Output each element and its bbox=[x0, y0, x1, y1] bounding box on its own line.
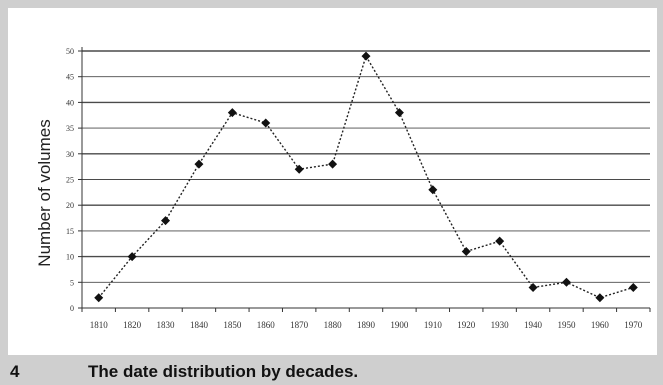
tick-labels: 0 5 10 15 20 25 30 35 40 45 50 1810 1820 1830 1840 1850… bbox=[66, 47, 643, 330]
plot-panel: 0 5 10 15 20 25 30 35 40 45 50 1810 1820 1830 1840 1850… bbox=[8, 8, 657, 355]
x-tick-label: 1840 bbox=[190, 320, 209, 330]
y-tick-label: 45 bbox=[66, 73, 74, 82]
y-tick-label: 5 bbox=[70, 278, 74, 287]
x-tick-label: 1900 bbox=[390, 320, 409, 330]
data-point bbox=[194, 159, 204, 169]
x-tick-label: 1860 bbox=[257, 320, 276, 330]
data-point bbox=[227, 108, 237, 118]
data-point bbox=[528, 282, 538, 292]
x-tick-label: 1870 bbox=[290, 320, 309, 330]
x-tick-label: 1890 bbox=[357, 320, 376, 330]
grid-lines bbox=[82, 50, 650, 283]
y-tick-label: 50 bbox=[66, 47, 74, 56]
y-tick-label: 10 bbox=[66, 253, 74, 262]
y-tick-label: 40 bbox=[66, 98, 74, 107]
y-tick-label: 20 bbox=[66, 201, 74, 210]
data-point bbox=[628, 282, 638, 292]
x-tick-label: 1960 bbox=[591, 320, 610, 330]
y-tick-label: 15 bbox=[66, 227, 74, 236]
data-point bbox=[294, 164, 304, 174]
data-point bbox=[94, 293, 104, 303]
data-point bbox=[561, 277, 571, 287]
x-tick-label: 1910 bbox=[424, 320, 443, 330]
data-point bbox=[394, 108, 404, 118]
series-line bbox=[98, 54, 634, 299]
data-point bbox=[127, 252, 137, 262]
x-tick-label: 1810 bbox=[90, 320, 109, 330]
x-tick-label: 1950 bbox=[557, 320, 576, 330]
y-tick-label: 30 bbox=[66, 150, 74, 159]
data-point bbox=[261, 118, 271, 128]
data-point bbox=[595, 293, 605, 303]
line-chart: 0 5 10 15 20 25 30 35 40 45 50 1810 1820 1830 1840 1850… bbox=[35, 47, 651, 330]
figure-caption: The date distribution by decades. bbox=[88, 362, 359, 381]
axes bbox=[78, 47, 651, 312]
x-tick-label: 1930 bbox=[491, 320, 510, 330]
x-tick-label: 1970 bbox=[624, 320, 643, 330]
x-tick-label: 1940 bbox=[524, 320, 543, 330]
series bbox=[94, 51, 638, 303]
x-tick-label: 1920 bbox=[457, 320, 476, 330]
data-point bbox=[495, 236, 505, 246]
x-tick-label: 1880 bbox=[324, 320, 343, 330]
x-tick-label: 1830 bbox=[157, 320, 176, 330]
figure-number: 4 bbox=[10, 362, 20, 381]
data-point bbox=[461, 246, 471, 256]
data-point bbox=[428, 185, 438, 195]
y-axis-label: Number of volumes bbox=[35, 119, 54, 266]
data-point bbox=[328, 159, 338, 169]
y-tick-label: 35 bbox=[66, 124, 74, 133]
y-tick-label: 25 bbox=[66, 176, 74, 185]
x-tick-label: 1820 bbox=[123, 320, 142, 330]
caption-bar: 4 The date distribution by decades. bbox=[0, 361, 663, 385]
data-point bbox=[161, 216, 171, 226]
data-point bbox=[361, 51, 371, 61]
y-tick-label: 0 bbox=[70, 304, 74, 313]
x-tick-label: 1850 bbox=[223, 320, 242, 330]
